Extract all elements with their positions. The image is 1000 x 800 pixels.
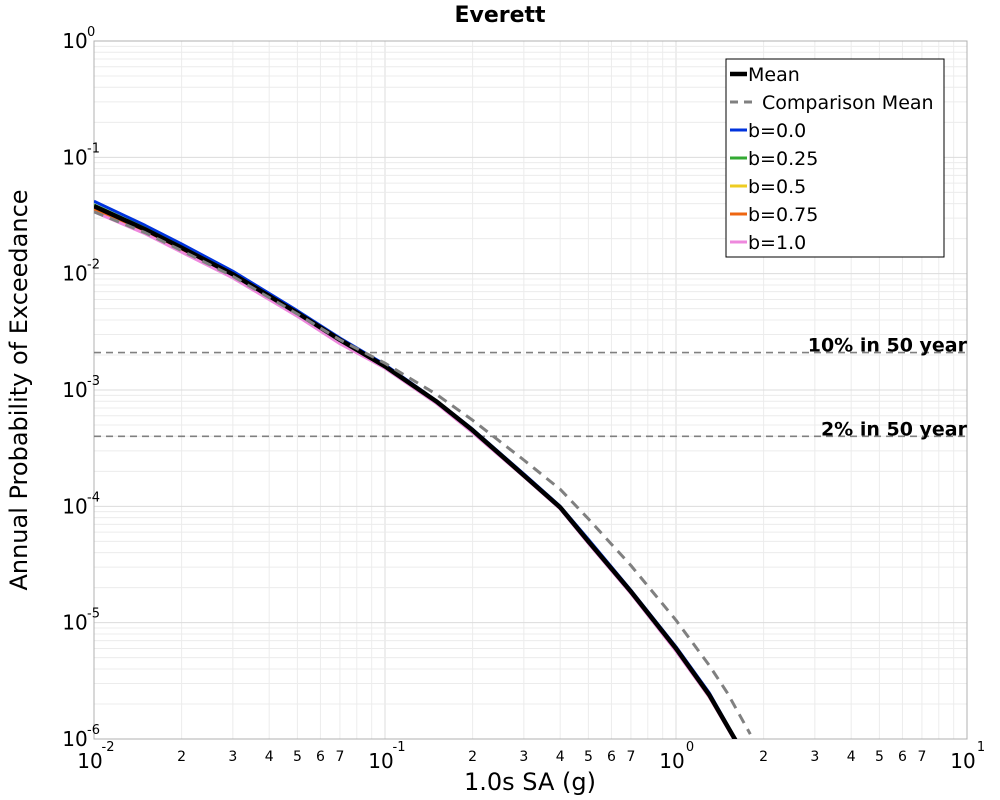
y-tick-base: 10 — [62, 378, 87, 402]
y-major-tick-2: 10 -2 — [62, 258, 100, 286]
legend-label: Mean — [748, 64, 800, 86]
x-minor-tick-label: 2 — [468, 749, 477, 765]
y-tick-exponent: -6 — [87, 723, 100, 738]
y-major-tick-3: 10 -3 — [62, 374, 100, 402]
x-minor-tick-label: 4 — [847, 749, 856, 765]
x-minor-tick-label: 7 — [917, 749, 926, 765]
x-minor-tick-label: 4 — [556, 749, 565, 765]
y-tick-base: 10 — [62, 145, 87, 169]
x-minor-tick-label: 6 — [316, 749, 325, 765]
legend-entry-2: b=0.0 — [730, 120, 806, 142]
x-minor-tick-label: 5 — [875, 749, 884, 765]
x-minor-tick-label: 3 — [228, 749, 237, 765]
y-tick-exponent: -4 — [87, 490, 100, 505]
x-major-tick-0: 10-2 — [77, 740, 114, 773]
legend-entry-3: b=0.25 — [730, 148, 818, 170]
reference-label-1: 2% in 50 year — [821, 418, 968, 440]
x-minor-tick-label: 6 — [607, 749, 616, 765]
x-tick-base: 10 — [950, 749, 975, 773]
x-axis-label: 1.0s SA (g) — [464, 768, 596, 796]
x-minor-tick-label: 2 — [759, 749, 768, 765]
y-major-tick-0: 10 0 — [62, 25, 95, 53]
y-tick-exponent: -3 — [87, 374, 100, 389]
y-tick-base: 10 — [62, 262, 87, 286]
y-tick-base: 10 — [62, 494, 87, 518]
series-line-b-0-0 — [94, 199, 737, 739]
y-tick-base: 10 — [62, 727, 87, 751]
y-axis-label: Annual Probability of Exceedance — [5, 189, 33, 590]
y-tick-base: 10 — [62, 29, 87, 53]
x-tick-base: 10 — [659, 749, 684, 773]
series-line-comparison-mean — [94, 210, 752, 735]
y-tick-exponent: 0 — [87, 25, 95, 40]
series-line-mean — [94, 204, 738, 739]
chart-title: Everett — [454, 3, 546, 28]
x-tick-base: 10 — [368, 749, 393, 773]
legend-entry-4: b=0.5 — [730, 176, 806, 198]
reference-label-0: 10% in 50 year — [808, 335, 968, 357]
legend-label: b=1.0 — [748, 232, 806, 254]
series-line-b-0-75 — [94, 208, 736, 739]
x-minor-tick-label: 3 — [519, 749, 528, 765]
x-tick-exponent: 0 — [686, 740, 694, 755]
x-minor-tick-label: 5 — [584, 749, 593, 765]
legend-label: b=0.0 — [748, 120, 806, 142]
x-minor-tick-label: 6 — [898, 749, 907, 765]
y-tick-exponent: -2 — [87, 258, 100, 273]
legend: Mean Comparison Mean b=0.0 b=0.25 b=0.5 b=0.7… — [725, 58, 945, 258]
reference-lines: 10% in 50 year 2% in 50 year — [94, 335, 968, 440]
y-major-tick-4: 10 -4 — [62, 490, 100, 518]
y-tick-exponent: -1 — [87, 141, 100, 156]
legend-label: b=0.5 — [748, 176, 806, 198]
legend-label: b=0.75 — [748, 204, 818, 226]
x-tick-exponent: -1 — [393, 740, 406, 755]
y-major-tick-5: 10 -5 — [62, 607, 100, 635]
x-major-tick-1: 10-1 — [368, 740, 405, 773]
x-minor-tick-label: 4 — [265, 749, 274, 765]
legend-entry-1: Comparison Mean — [730, 92, 934, 114]
y-major-tick-1: 10 -1 — [62, 141, 100, 169]
legend-entry-0: Mean — [730, 64, 800, 86]
x-major-tick-2: 100 — [659, 740, 694, 773]
plot-frame — [93, 40, 968, 740]
legend-label: b=0.25 — [748, 148, 818, 170]
x-minor-tick-label: 5 — [293, 749, 302, 765]
legend-box — [725, 58, 945, 258]
y-tick-base: 10 — [62, 611, 87, 635]
x-tick-exponent: -2 — [102, 740, 115, 755]
x-tick-base: 10 — [77, 749, 102, 773]
grid — [93, 41, 967, 740]
x-minor-tick-label: 3 — [810, 749, 819, 765]
legend-entry-6: b=1.0 — [730, 232, 806, 254]
x-minor-tick-label: 7 — [335, 749, 344, 765]
legend-label: Comparison Mean — [762, 92, 934, 114]
x-minor-tick-label: 2 — [177, 749, 186, 765]
series-group — [94, 199, 752, 739]
x-major-tick-3: 101 — [950, 740, 985, 773]
legend-entry-5: b=0.75 — [730, 204, 818, 226]
x-tick-exponent: 1 — [977, 740, 985, 755]
y-major-tick-6: 10 -6 — [62, 723, 100, 751]
y-tick-exponent: -5 — [87, 607, 100, 622]
series-line-b-0-5 — [94, 206, 737, 739]
x-minor-tick-label: 7 — [626, 749, 635, 765]
